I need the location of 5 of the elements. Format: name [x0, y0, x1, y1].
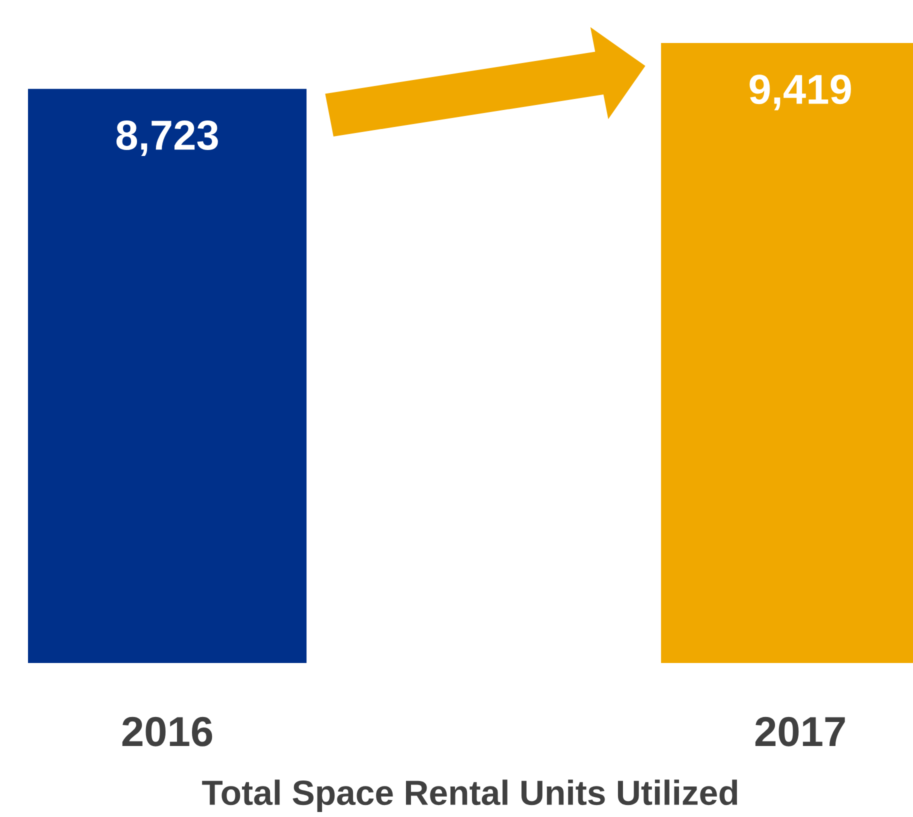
data-label: 9,419 [750, 74, 851, 110]
x-axis-title: Total Space Rental Units Utilized [202, 780, 738, 812]
x-tick-label: 2017 [755, 716, 845, 746]
x-tick-label: 2016 [122, 716, 212, 746]
data-label: 8,723 [116, 120, 218, 156]
